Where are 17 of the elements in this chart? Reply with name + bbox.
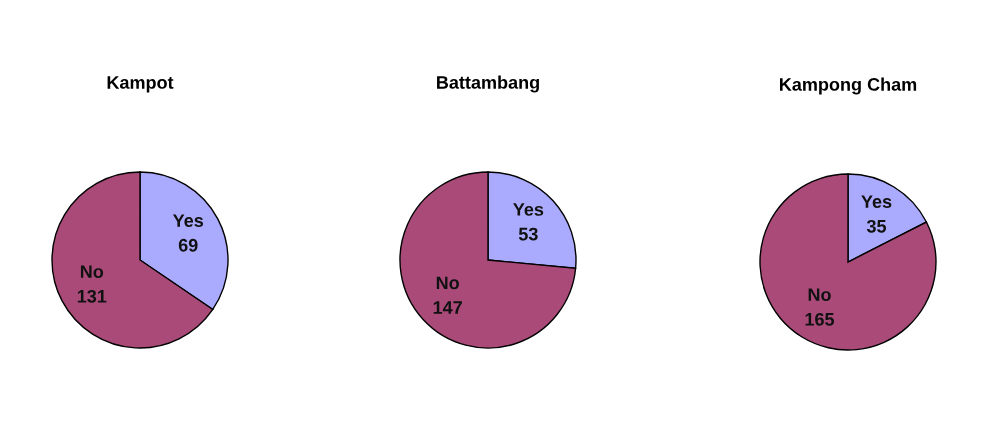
slice-label: No — [436, 276, 459, 290]
chart-title: Kampot — [107, 76, 174, 93]
chart-title: Battambang — [437, 75, 539, 93]
pie-slice — [759, 173, 937, 351]
pie-slice — [399, 171, 577, 349]
data-label: 147 — [433, 301, 462, 314]
data-label: 69 — [178, 238, 198, 252]
slice-label: No — [80, 265, 104, 279]
data-label: 131 — [77, 289, 107, 303]
data-label: 53 — [518, 227, 538, 241]
data-label: 165 — [805, 312, 835, 326]
data-label: 35 — [866, 219, 887, 233]
slice-label: Yes — [513, 203, 544, 216]
slice-label: Yes — [172, 214, 204, 227]
slice-label: Yes — [861, 195, 892, 208]
chart-title: Kampong Cham — [779, 77, 917, 95]
slice-label: No — [808, 288, 831, 302]
